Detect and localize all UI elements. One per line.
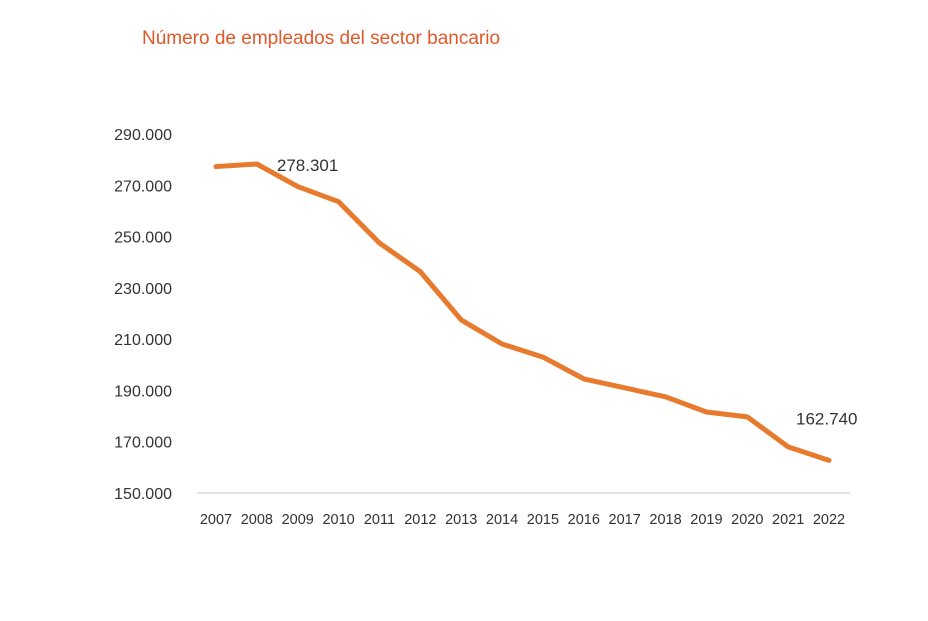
x-tick-label: 2007	[200, 512, 232, 528]
x-tick-label: 2011	[364, 512, 395, 528]
y-tick-label: 270.000	[114, 178, 172, 195]
x-tick-label: 2013	[445, 512, 477, 528]
x-tick-label: 2019	[690, 512, 722, 528]
x-tick-label: 2022	[813, 512, 845, 528]
y-tick-label: 210.000	[114, 332, 172, 349]
x-tick-label: 2009	[282, 512, 314, 528]
y-tick-label: 190.000	[114, 383, 172, 400]
y-tick-label: 150.000	[114, 486, 172, 503]
chart-title: Número de empleados del sector bancario	[142, 28, 501, 49]
x-tick-label: 2014	[486, 512, 518, 528]
x-tick-label: 2012	[404, 512, 436, 528]
y-tick-label: 250.000	[114, 230, 172, 247]
data-label: 278.301	[277, 156, 338, 175]
y-tick-label: 230.000	[114, 281, 172, 298]
x-tick-label: 2020	[731, 512, 763, 528]
x-tick-label: 2021	[772, 512, 804, 528]
x-tick-label: 2015	[527, 512, 559, 528]
x-tick-label: 2018	[649, 512, 681, 528]
data-label: 162.740	[796, 409, 857, 428]
x-tick-label: 2010	[322, 512, 354, 528]
x-tick-label: 2008	[241, 512, 273, 528]
x-tick-label: 2017	[609, 512, 641, 528]
x-tick-label: 2016	[568, 512, 600, 528]
y-tick-label: 290.000	[114, 127, 172, 144]
y-tick-label: 170.000	[114, 435, 172, 452]
series-line	[213, 161, 832, 463]
